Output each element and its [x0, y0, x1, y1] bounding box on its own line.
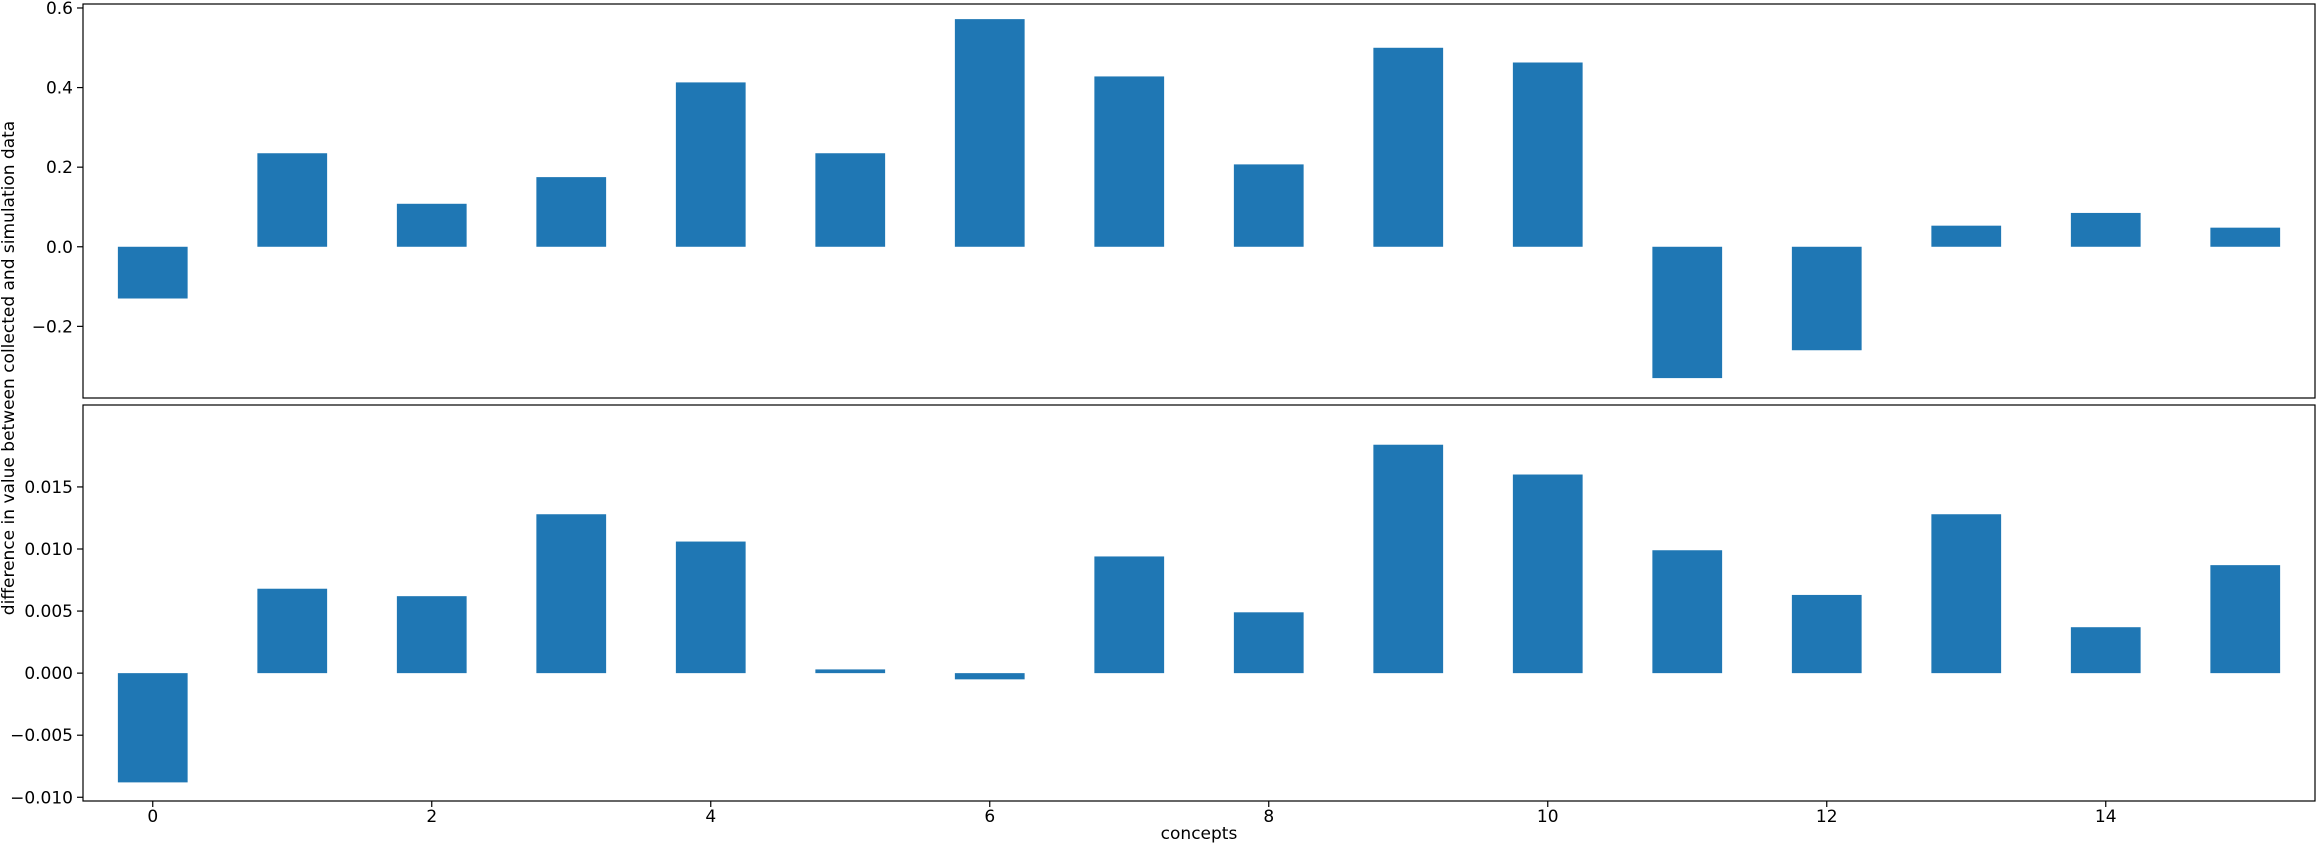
top-y-tick-label: 0.2: [46, 158, 73, 178]
top-y-ticks: −0.2 0.0 0.2 0.4 0.6: [32, 0, 83, 337]
bottom-bar-10: [1512, 474, 1583, 674]
top-bars: [117, 19, 2281, 379]
bottom-bar-12: [1791, 594, 1862, 674]
x-tick-label: 0: [147, 807, 158, 827]
top-bar-4: [675, 82, 746, 247]
bottom-bar-9: [1373, 444, 1444, 674]
bottom-bar-5: [815, 669, 886, 674]
bottom-y-tick-label: −0.010: [10, 788, 73, 808]
top-bar-10: [1512, 62, 1583, 247]
bottom-bar-1: [257, 588, 328, 674]
bottom-bar-15: [2210, 565, 2281, 674]
bottom-bar-11: [1652, 550, 1723, 674]
bottom-y-ticks: −0.010 −0.005 0.000 0.005 0.010 0.015: [10, 478, 83, 808]
top-bar-15: [2210, 227, 2281, 247]
bottom-bar-7: [1094, 556, 1165, 674]
top-bar-2: [396, 203, 467, 247]
bottom-bar-0: [117, 673, 188, 783]
x-tick-label: 12: [1816, 807, 1838, 827]
top-bar-3: [536, 177, 607, 247]
bottom-y-tick-label: 0.015: [24, 478, 73, 498]
bottom-y-tick-label: −0.005: [10, 726, 73, 746]
top-bar-14: [2070, 212, 2141, 247]
top-bar-5: [815, 153, 886, 247]
bottom-bar-14: [2070, 627, 2141, 674]
bottom-y-tick-label: 0.005: [24, 602, 73, 622]
top-bar-1: [257, 153, 328, 247]
top-bar-8: [1233, 164, 1304, 247]
bottom-y-tick-label: 0.010: [24, 540, 73, 560]
bottom-bar-4: [675, 541, 746, 674]
bottom-bars: [117, 444, 2281, 783]
bottom-y-tick-label: 0.000: [24, 664, 73, 684]
y-axis-label: difference in value between collected an…: [0, 121, 19, 615]
bottom-bar-8: [1233, 612, 1304, 674]
bottom-x-ticks: 0 2 4 6 8 10 12 14: [147, 801, 2117, 827]
bottom-axes-frame: [82, 404, 2316, 802]
top-bar-0: [117, 246, 188, 299]
top-bar-13: [1931, 225, 2002, 247]
top-y-tick-label: 0.0: [46, 238, 73, 258]
bottom-bar-13: [1931, 514, 2002, 674]
x-tick-label: 4: [705, 807, 716, 827]
bottom-bar-6: [954, 673, 1025, 680]
top-bar-6: [954, 19, 1025, 247]
top-bar-11: [1652, 246, 1723, 379]
x-tick-label: 2: [426, 807, 437, 827]
top-y-tick-label: 0.4: [46, 79, 73, 99]
bottom-panel: −0.010 −0.005 0.000 0.005 0.010 0.015 0 2 4 6 8 10…: [10, 404, 2316, 827]
top-bar-9: [1373, 47, 1444, 247]
x-axis-label: concepts: [1161, 824, 1238, 844]
x-tick-label: 8: [1263, 807, 1274, 827]
bottom-bar-3: [536, 514, 607, 674]
top-y-tick-label: −0.2: [32, 317, 73, 337]
x-tick-label: 10: [1537, 807, 1559, 827]
top-bar-12: [1791, 246, 1862, 351]
x-tick-label: 6: [984, 807, 995, 827]
x-tick-label: 14: [2095, 807, 2117, 827]
bottom-bar-2: [396, 596, 467, 674]
top-y-tick-label: 0.6: [46, 0, 73, 19]
top-bar-7: [1094, 76, 1165, 247]
top-axes-frame: [82, 3, 2316, 399]
top-panel: −0.2 0.0 0.2 0.4 0.6: [32, 0, 2316, 399]
